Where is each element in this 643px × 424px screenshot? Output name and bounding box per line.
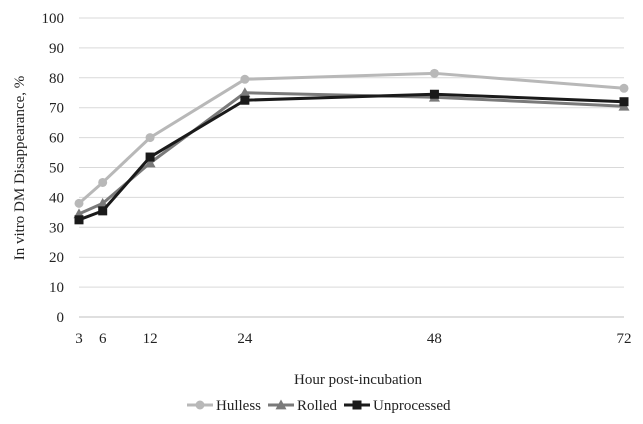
data-point <box>429 68 439 78</box>
legend-label: Unprocessed <box>373 398 451 414</box>
legend-label: Rolled <box>297 398 337 414</box>
legend-marker <box>352 400 362 410</box>
data-point <box>145 133 155 143</box>
data-point <box>240 74 250 84</box>
series-group <box>73 68 630 225</box>
series-unprocessed <box>74 89 629 225</box>
y-tick-label: 100 <box>42 11 65 27</box>
y-tick-label: 50 <box>49 161 64 177</box>
legend-item-rolled: Rolled <box>268 398 337 414</box>
y-tick-label: 70 <box>49 101 64 117</box>
y-tick-label: 20 <box>49 250 64 266</box>
x-tick-label: 6 <box>99 331 107 347</box>
legend-item-hulless: Hulless <box>187 398 261 414</box>
x-tick-label: 72 <box>617 331 632 347</box>
y-axis-title: In vitro DM Disappearance, % <box>12 76 28 261</box>
data-point <box>239 87 251 98</box>
series-line <box>78 91 625 216</box>
data-point <box>429 89 439 99</box>
series-line <box>78 71 625 205</box>
y-tick-label: 60 <box>49 131 64 147</box>
data-point <box>74 198 84 208</box>
y-tick-label: 10 <box>49 280 64 296</box>
legend-label: Hulless <box>216 398 261 414</box>
y-tick-label: 0 <box>57 310 65 326</box>
data-point <box>145 152 155 162</box>
x-tick-label: 24 <box>237 331 253 347</box>
x-axis-title: Hour post-incubation <box>294 372 422 388</box>
data-point <box>74 215 84 225</box>
series-line <box>78 92 625 222</box>
data-point <box>144 157 156 168</box>
data-point <box>619 83 629 93</box>
legend-marker <box>275 399 287 410</box>
x-tick-label: 48 <box>427 331 442 347</box>
data-point <box>619 97 629 107</box>
y-tick-label: 40 <box>49 190 64 206</box>
y-tick-labels: 0 10 20 30 40 50 60 70 80 90 100 <box>42 11 65 326</box>
data-point <box>240 95 250 105</box>
legend-item-unprocessed: Unprocessed <box>344 398 451 414</box>
gridlines <box>79 17 624 288</box>
x-tick-labels: 3 6 12 24 48 72 <box>75 331 631 347</box>
legend-marker <box>195 400 205 410</box>
legend: Hulless Rolled Unprocessed <box>187 398 451 414</box>
data-point <box>98 206 108 216</box>
series-hulless <box>74 68 629 208</box>
y-tick-label: 80 <box>49 71 64 87</box>
x-tick-label: 3 <box>75 331 83 347</box>
data-point <box>98 177 108 187</box>
x-tick-label: 12 <box>143 331 158 347</box>
data-point <box>97 197 109 208</box>
y-tick-label: 90 <box>49 41 64 57</box>
y-tick-label: 30 <box>49 220 64 236</box>
